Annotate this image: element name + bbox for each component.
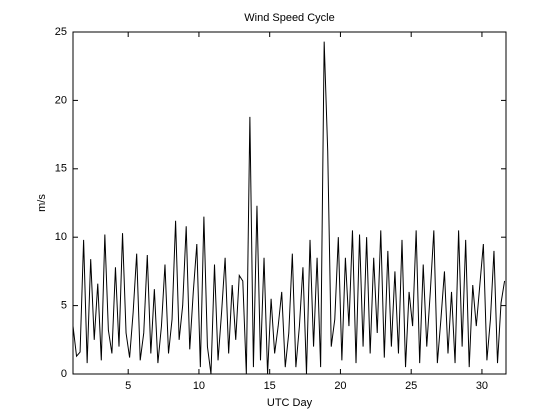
x-axis-label: UTC Day [267, 397, 313, 409]
chart-title: Wind Speed Cycle [244, 12, 335, 24]
y-tick-label: 0 [61, 368, 67, 380]
x-tick-label: 30 [476, 380, 488, 392]
y-axis-label: m/s [36, 194, 48, 212]
y-tick-label: 5 [61, 300, 67, 312]
x-tick-label: 20 [334, 380, 346, 392]
x-tick-label: 15 [264, 380, 276, 392]
y-tick-label: 20 [55, 94, 67, 106]
x-tick-label: 25 [405, 380, 417, 392]
axes-box [72, 31, 507, 375]
line [73, 41, 506, 374]
x-tick-label: 10 [193, 380, 205, 392]
y-tick-label: 10 [55, 231, 67, 243]
y-tick-label: 15 [55, 163, 67, 175]
x-tick-label: 5 [125, 380, 131, 392]
y-tick-label: 25 [55, 26, 67, 38]
